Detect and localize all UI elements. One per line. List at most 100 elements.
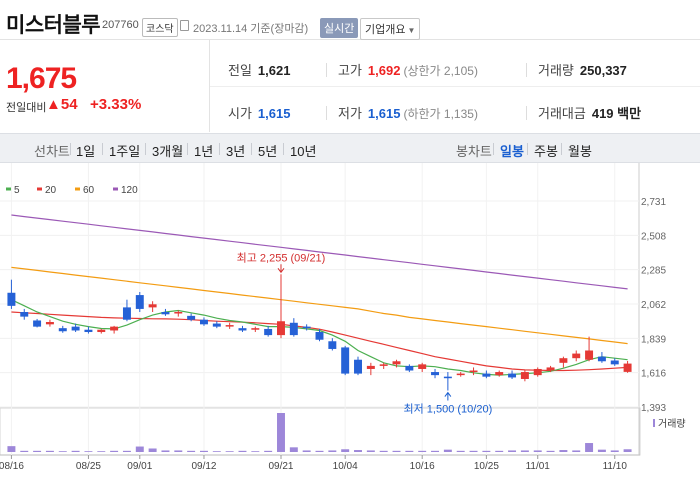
x-tick-label: 09/21 [268,461,293,472]
tab-daily[interactable]: 일봉 [500,144,524,159]
candle-body [533,368,542,376]
volume-bar [379,450,388,452]
change-value: 54 [60,96,78,113]
candle-body [238,328,247,331]
candle-body [585,350,594,360]
tab-period-1d[interactable]: 1일 [76,144,96,159]
volume-bar [187,450,196,452]
candle-body [597,356,606,362]
lower-limit: (하한가 1,135) [403,107,478,121]
x-tick-label: 10/25 [474,461,499,472]
x-tick-label: 09/12 [191,461,216,472]
y-tick-label: 2,062 [641,300,666,311]
volume-bar [341,449,350,452]
tab-period-5y[interactable]: 5년 [258,144,278,159]
volume-value: 250,337 [579,63,627,78]
tab-period-3y[interactable]: 3년 [226,144,246,159]
candle-body [187,315,196,320]
volume-bar [264,450,273,452]
candle-body [559,358,568,363]
volume-bar [366,450,375,452]
volume-legend-label: 거래량 [658,418,686,430]
candlestick-chart[interactable]: 2,731 2,508 2,285 2,062 1,839 1,616 1,393 08/16… [0,163,700,490]
candle-body [392,361,401,365]
volume-bar [610,450,619,452]
upper-limit: (상한가 2,105) [403,64,478,78]
candle-body [122,307,131,320]
candle-body [443,376,452,379]
y-tick-label: 2,731 [641,197,666,208]
chevron-down-icon: ▼ [407,26,416,35]
candle-body [174,312,183,314]
candle-body [33,320,42,327]
company-overview-dropdown[interactable]: 기업개요 ▼ [360,18,421,40]
candle-body [366,365,375,369]
open-price: 시가 1,615 [228,103,290,122]
volume-bar [520,450,529,452]
price-change: ▲54 [46,96,78,113]
volume-label: 거래량 [538,63,574,78]
market-badge: 코스닥 [142,18,178,37]
candle-body [7,292,16,306]
candle-body [546,367,555,371]
volume-bar [572,450,581,452]
change-label: 전일대비 [6,102,47,114]
tab-period-1y[interactable]: 1년 [194,144,214,159]
volume-bar [482,450,491,452]
candle-body [431,372,440,376]
realtime-button[interactable]: 실시간 [320,18,359,38]
candle-body [328,341,337,349]
up-arrow-icon: ▲ [46,96,61,113]
candle-body [58,328,67,332]
legend-label: 5 [14,185,20,196]
stock-name: 미스터블루 [6,14,101,37]
volume-bar [110,450,119,452]
volume-bar [148,448,157,452]
volume-bar [623,449,632,452]
legend-label: 120 [121,185,138,196]
stock-code: 207760 [102,19,139,31]
document-icon [180,20,189,31]
candle-body [148,304,157,308]
volume-bar [469,450,478,452]
candle-body [84,329,93,333]
volume-bar [546,450,555,452]
low-value: 1,615 [367,106,401,121]
tab-period-3m[interactable]: 3개월 [152,144,184,159]
tab-period-1w[interactable]: 1주일 [109,144,141,159]
candle-body [199,319,208,325]
candle-body [289,322,298,336]
volume-bar [7,446,16,452]
current-price: 1,675 [6,62,77,95]
high-value: 1,692 [367,63,401,78]
candle-body [495,372,504,376]
volume-legend-swatch [653,419,655,427]
volume-bar [559,450,568,452]
prev-close-value: 1,621 [257,63,291,78]
volume-bar [533,450,542,452]
volume-bar [289,447,298,452]
volume-bar [508,450,517,452]
volume-bar [392,450,401,452]
high-price: 고가 1,692 (상한가 2,105) [338,60,478,79]
volume-bar [251,451,260,452]
volume-bar [315,450,324,452]
volume: 거래량 250,337 [538,60,627,79]
tab-line-chart[interactable]: 선차트 [34,144,70,159]
volume-bar [585,443,594,452]
volume-bar [238,450,247,452]
candle-body [97,329,106,333]
company-overview-label: 기업개요 [365,24,406,36]
tab-period-10y[interactable]: 10년 [290,144,317,159]
tab-weekly[interactable]: 주봉 [534,144,558,159]
tab-candle-chart[interactable]: 봉차트 [456,144,492,159]
candle-body [264,328,273,336]
tab-monthly[interactable]: 월봉 [568,144,592,159]
candle-body [610,360,619,365]
x-tick-label: 11/10 [603,461,628,472]
candle-body [469,370,478,373]
volume-bar [495,450,504,452]
candle-body [482,373,491,377]
y-tick-label: 2,285 [641,266,666,277]
volume-bar [443,449,452,452]
